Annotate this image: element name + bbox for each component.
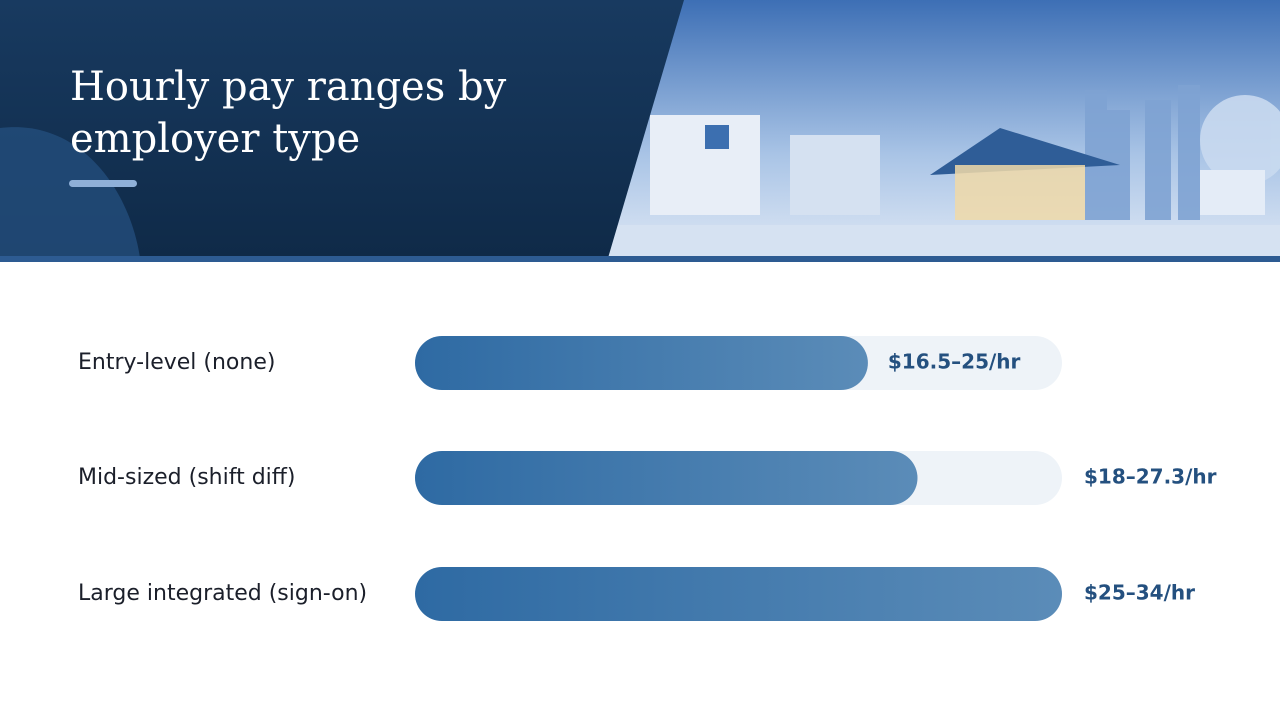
illustration-buildings xyxy=(1085,85,1280,220)
category-label: Large integrated (sign-on) xyxy=(78,581,367,606)
bar xyxy=(415,451,918,505)
title-panel xyxy=(0,0,684,258)
bar xyxy=(415,336,868,390)
value-label: $25–34/hr xyxy=(1084,581,1195,605)
title-accent xyxy=(69,180,137,187)
value-label: $18–27.3/hr xyxy=(1084,465,1217,489)
chart-title: Hourly pay ranges by employer type xyxy=(70,64,507,162)
illustration-hospital xyxy=(650,115,1265,220)
header: Hourly pay ranges by employer type xyxy=(0,0,1280,262)
panel-decoration xyxy=(0,127,140,258)
illustration-ground xyxy=(600,225,1280,258)
bar xyxy=(415,567,1062,621)
header-rule xyxy=(0,256,1280,262)
value-label: $16.5–25/hr xyxy=(888,350,1021,374)
category-label: Mid-sized (shift diff) xyxy=(78,465,296,490)
category-label: Entry-level (none) xyxy=(78,350,275,375)
